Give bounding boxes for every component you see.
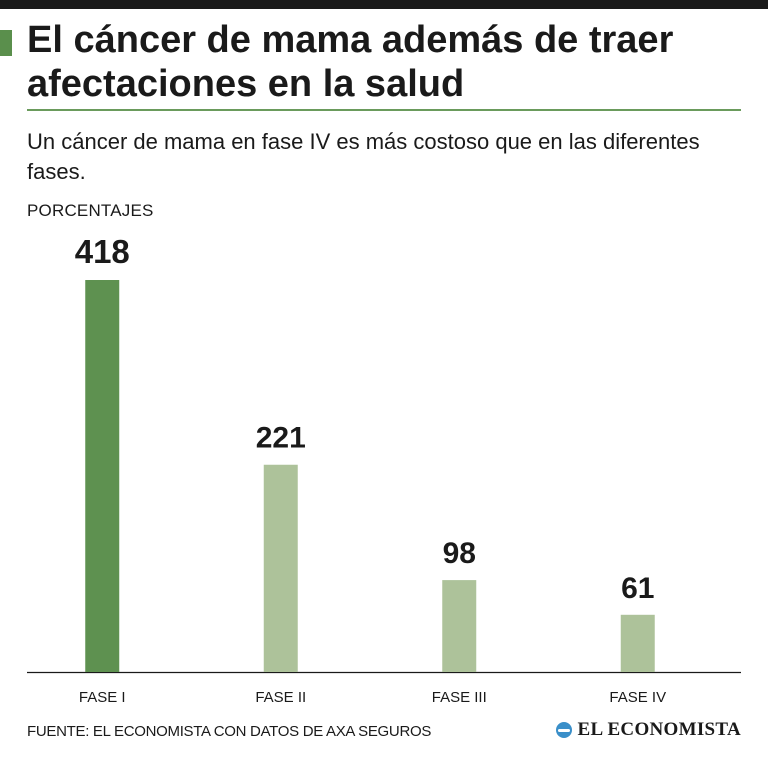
title-accent-mark bbox=[0, 30, 12, 56]
bar-4 bbox=[620, 614, 655, 672]
bar-value-label-4: 61 bbox=[621, 572, 654, 605]
unit-label: PORCENTAJES bbox=[27, 201, 154, 220]
category-label-2: FASE II bbox=[255, 689, 306, 706]
globe-icon bbox=[555, 722, 572, 738]
chart-subtitle: Un cáncer de mama en fase IV es más cost… bbox=[27, 129, 700, 184]
brand-name: EL ECONOMISTA bbox=[577, 719, 741, 740]
source-note: FUENTE: EL ECONOMISTA CON DATOS DE AXA S… bbox=[27, 723, 432, 740]
title-divider bbox=[27, 109, 741, 111]
category-label-4: FASE IV bbox=[609, 689, 666, 706]
category-label-3: FASE III bbox=[432, 689, 487, 706]
bar-value-label-1: 418 bbox=[75, 233, 130, 270]
category-label-1: FASE I bbox=[79, 689, 126, 706]
chart-title: El cáncer de mama además de traer afecta… bbox=[27, 19, 674, 105]
brand-logo: EL ECONOMISTA bbox=[555, 719, 742, 741]
bar-value-label-2: 221 bbox=[256, 422, 306, 455]
bar-value-label-3: 98 bbox=[443, 537, 476, 570]
bar-2 bbox=[263, 464, 298, 672]
bar-3 bbox=[442, 580, 477, 672]
bar-1 bbox=[85, 280, 120, 672]
top-bar bbox=[0, 0, 768, 9]
